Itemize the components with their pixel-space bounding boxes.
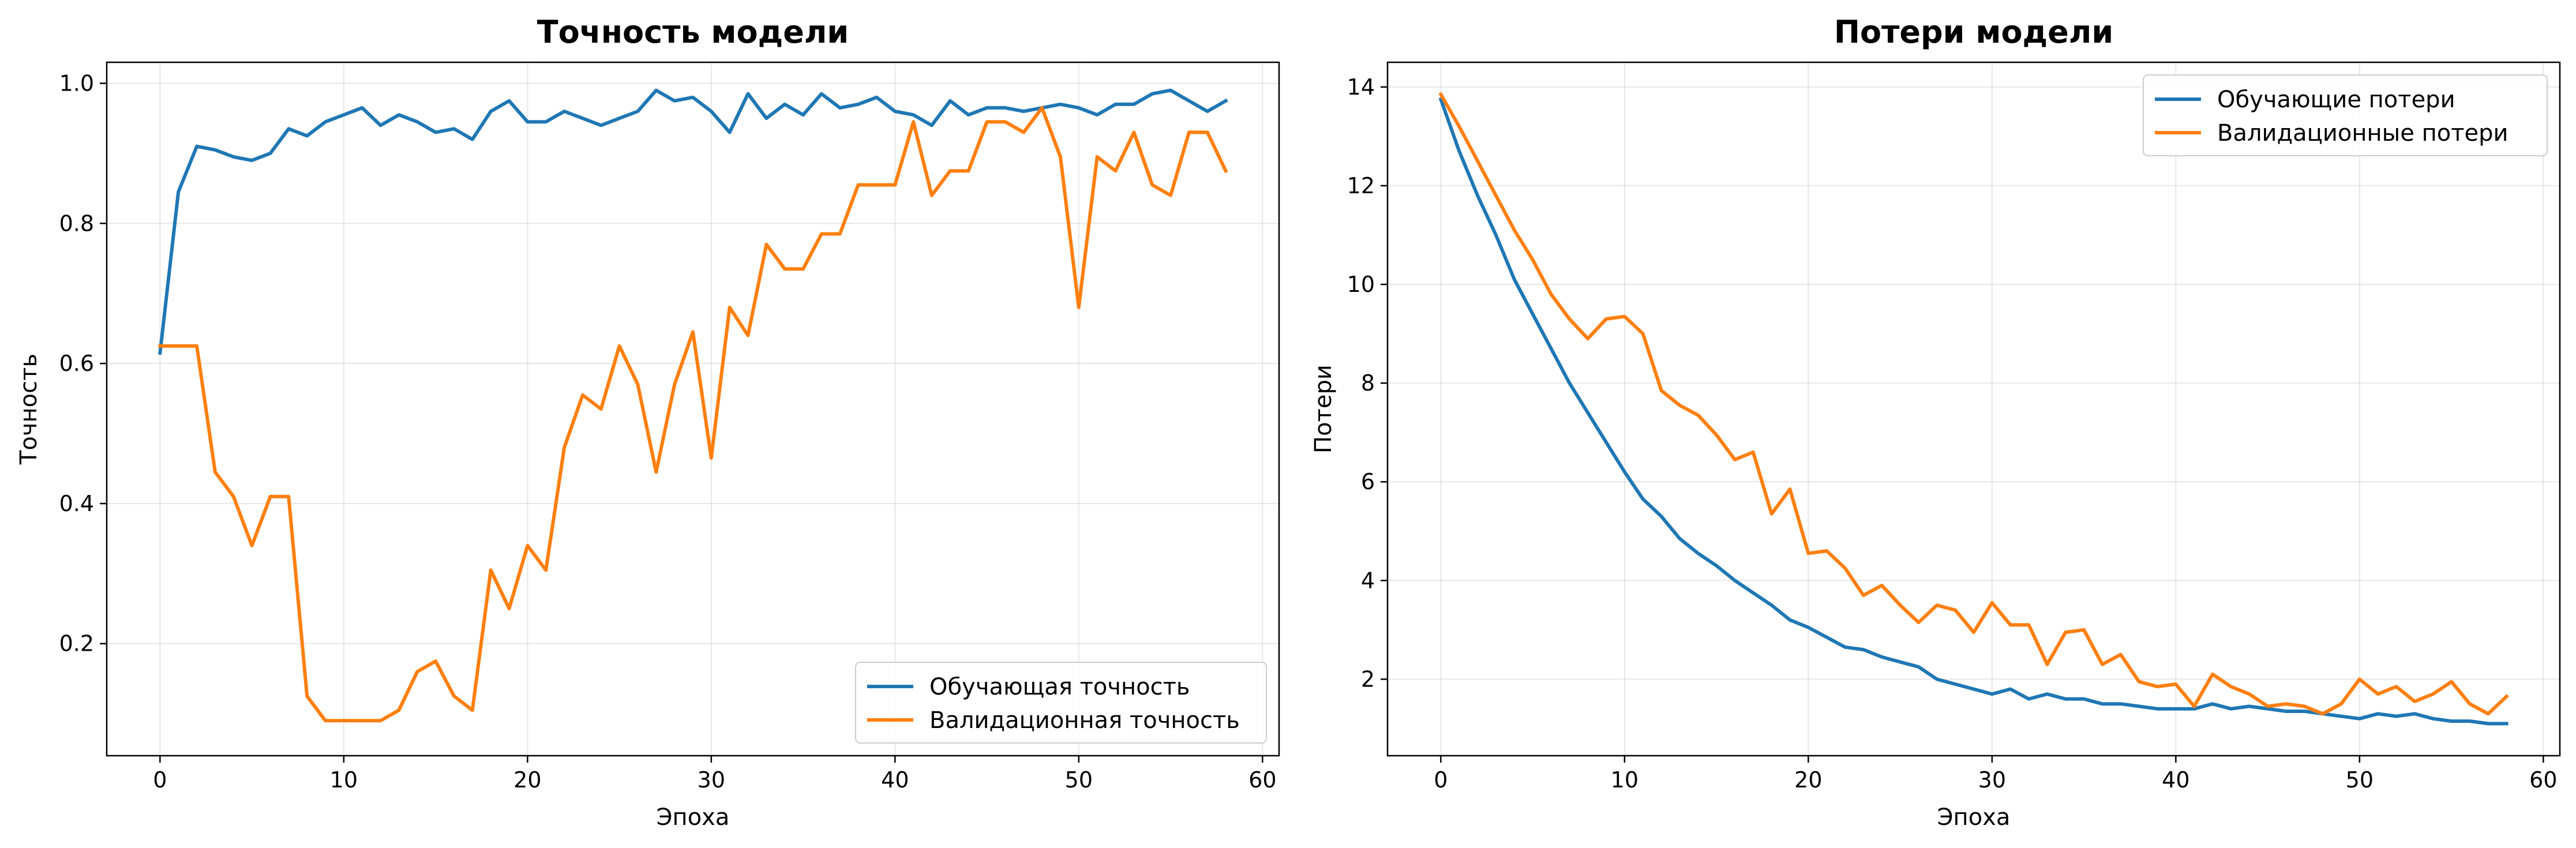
loss-x-tick-label: 30 (1978, 767, 2006, 793)
loss-y-tick-label: 10 (1347, 272, 1375, 297)
accuracy-x-tick-label: 50 (1065, 767, 1093, 793)
accuracy-x-tick-label: 10 (330, 767, 358, 793)
loss-x-tick-label: 20 (1794, 767, 1822, 793)
loss-y-tick-label: 14 (1347, 74, 1375, 100)
loss-series-line-1 (1438, 92, 2509, 716)
loss-y-tick-label: 2 (1361, 666, 1375, 692)
accuracy-y-tick-label: 0.6 (59, 351, 94, 376)
accuracy-y-tick-label: 0.4 (59, 491, 94, 516)
loss-series-line-0 (1438, 97, 2508, 726)
accuracy-x-axis-label: Эпоха (657, 804, 730, 831)
accuracy-chart-title: Точность модели (537, 14, 849, 50)
accuracy-x-tick-label: 20 (513, 767, 541, 793)
accuracy-series-line-0 (158, 88, 1228, 355)
loss-x-axis-label: Эпоха (1937, 804, 2011, 831)
loss-y-tick-label: 6 (1361, 469, 1375, 494)
loss-y-tick-label: 12 (1347, 173, 1375, 198)
accuracy-y-tick-label: 0.8 (59, 211, 94, 236)
accuracy-plot-area (107, 62, 1279, 756)
accuracy-legend-label-1: Валидационная точность (929, 707, 1240, 734)
accuracy-legend: Обучающая точность Валидационная точность (855, 662, 1267, 744)
accuracy-x-tick-label: 0 (153, 767, 167, 793)
loss-axes-frame (1386, 61, 2561, 757)
accuracy-axes-frame (106, 61, 1280, 757)
accuracy-x-tick-label: 40 (881, 767, 909, 793)
loss-y-tick-label: 4 (1361, 568, 1375, 593)
accuracy-y-tick-label: 0.2 (59, 631, 94, 656)
loss-x-tick-label: 50 (2346, 767, 2373, 793)
loss-y-tick-label: 8 (1361, 370, 1375, 396)
loss-legend-box (2143, 74, 2548, 156)
accuracy-x-tick-label: 30 (698, 767, 725, 793)
loss-plot-area (1388, 62, 2560, 756)
accuracy-y-axis-label: Точность (16, 354, 42, 465)
loss-legend: Обучающие потери Валидационные потери (2143, 74, 2548, 156)
accuracy-legend-box (855, 662, 1267, 744)
accuracy-chart: 0 10 20 30 40 50 60 0.2 0.4 0.6 0.8 1.0 Точность мод… (16, 14, 1280, 831)
loss-y-axis-label: Потери (1310, 365, 1337, 453)
loss-x-tick-label: 60 (2529, 767, 2557, 793)
loss-x-tick-label: 0 (1434, 767, 1448, 793)
accuracy-x-tick-label: 60 (1248, 767, 1276, 793)
accuracy-y-tick-label: 1.0 (59, 70, 94, 96)
accuracy-legend-label-0: Обучающая точность (929, 674, 1190, 700)
loss-x-tick-label: 40 (2162, 767, 2189, 793)
loss-x-tick-label: 10 (1611, 767, 1638, 793)
loss-chart-title: Потери модели (1834, 14, 2113, 50)
loss-chart: 0 10 20 30 40 50 60 2 4 6 8 10 12 14 Потери модели Эпох… (1310, 14, 2561, 831)
accuracy-series-line-1 (158, 106, 1228, 723)
loss-legend-label-0: Обучающие потери (2217, 87, 2455, 113)
loss-legend-label-1: Валидационные потери (2217, 120, 2508, 147)
